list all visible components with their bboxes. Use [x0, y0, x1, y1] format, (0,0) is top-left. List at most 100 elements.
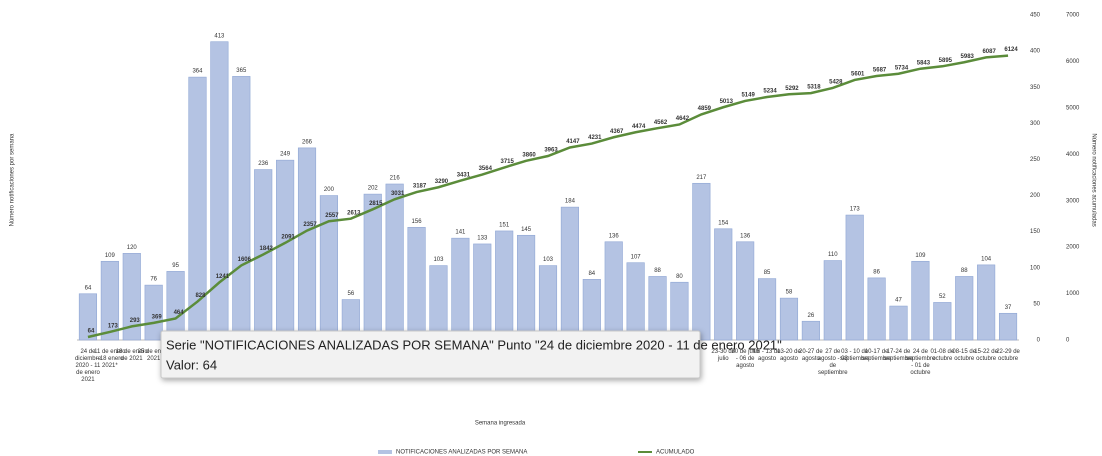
- x-axis-title: Semana ingresada: [475, 421, 526, 427]
- bar: [998, 312, 1018, 341]
- tooltip-line: Valor: 64: [166, 357, 217, 372]
- bar-value-label: 120: [127, 245, 138, 251]
- bar-value-label: 80: [676, 274, 683, 280]
- line-value-label: 173: [108, 324, 119, 330]
- line-value-label: 4147: [566, 139, 580, 145]
- bar-value-label: 145: [521, 227, 532, 233]
- bar: [232, 76, 251, 341]
- x-tick-label: 13-20 de agosto: [777, 349, 801, 362]
- bar-value-label: 76: [150, 277, 157, 283]
- x-tick-label: 17-24 de septiembre: [884, 349, 914, 362]
- bar: [977, 264, 996, 341]
- bar-value-label: 86: [873, 269, 880, 275]
- y2-tick-label: 2000: [1066, 245, 1080, 251]
- x-tick-label: 06 - 13 de agosto: [754, 349, 782, 362]
- legend-swatch: [378, 450, 392, 454]
- x-tick-label: 27 de agosto - 03 de septiembre: [818, 349, 849, 376]
- line-value-label: 5895: [939, 58, 953, 64]
- bar: [100, 260, 119, 341]
- x-tick-label: 22-29 de octubre: [996, 349, 1020, 362]
- bar-value-label: 413: [214, 33, 225, 39]
- y2-tick-label: 0: [1066, 338, 1070, 344]
- line-value-label: 2815: [369, 201, 383, 207]
- line-value-label: 369: [152, 314, 163, 320]
- bar-value-label: 109: [105, 253, 116, 259]
- bar: [823, 260, 842, 341]
- line-value-label: 5013: [720, 99, 734, 105]
- line-value-label: 5234: [763, 89, 777, 95]
- bar: [276, 159, 295, 341]
- bar-value-label: 200: [324, 187, 335, 193]
- bar: [626, 262, 645, 341]
- x-tick-label: 10-17 de septiembre: [862, 349, 892, 362]
- bar: [736, 241, 755, 341]
- bar: [560, 206, 579, 341]
- y-axis-title: Número notificaciones por semana: [10, 133, 16, 226]
- bar: [692, 182, 711, 341]
- line-value-label: 4474: [632, 124, 646, 130]
- bar-value-label: 88: [961, 268, 968, 274]
- tooltip-box: [160, 330, 701, 379]
- bar-value-label: 109: [915, 253, 926, 259]
- bar-value-label: 104: [981, 256, 992, 262]
- line-value-label: 5601: [851, 72, 865, 78]
- line-value-label: 3564: [479, 166, 493, 172]
- line-value-label: 3715: [501, 159, 515, 165]
- line-value-label: 2091: [281, 234, 295, 240]
- line-value-label: 5734: [895, 65, 909, 71]
- bar-value-label: 37: [1005, 305, 1012, 311]
- x-tick-label: 30 de julio - 06 de agosto: [731, 349, 759, 369]
- line-value-label: 3963: [544, 148, 558, 154]
- bar: [604, 241, 623, 341]
- bar-value-label: 154: [718, 220, 729, 226]
- line-value-label: 5292: [785, 86, 799, 92]
- x-tick-label: 24 de septiembre - 01 de octubre: [906, 349, 936, 376]
- line-value-label: 5149: [741, 93, 755, 99]
- bar-value-label: 84: [588, 271, 595, 277]
- bar-value-label: 365: [236, 68, 247, 74]
- line-value-label: 1606: [238, 257, 252, 263]
- bar-value-label: 52: [939, 294, 946, 300]
- bar-value-label: 133: [477, 236, 488, 242]
- y-tick-label: 200: [1030, 193, 1041, 199]
- bar: [779, 297, 799, 341]
- bar-value-label: 88: [654, 268, 661, 274]
- bar: [538, 265, 558, 341]
- bar-value-label: 173: [850, 207, 861, 213]
- line-value-label: 3431: [457, 172, 471, 178]
- line-value-label: 5843: [917, 60, 931, 66]
- legend-label: ACUMULADO: [656, 450, 695, 456]
- y-tick-label: 50: [1033, 301, 1040, 307]
- bar-value-label: 216: [390, 176, 401, 182]
- x-tick-label: 25 de enero 2021: [138, 349, 171, 362]
- y2-tick-label: 6000: [1066, 59, 1080, 65]
- bar: [648, 276, 667, 341]
- line-value-label: 464: [174, 310, 185, 316]
- line-value-label: 2613: [347, 210, 361, 216]
- bar-value-label: 249: [280, 152, 291, 158]
- y2-tick-label: 5000: [1066, 105, 1080, 111]
- bar: [210, 41, 229, 341]
- x-tick-label: 18 de enero de 2021: [116, 349, 149, 362]
- bar: [845, 214, 864, 341]
- x-tick-label: 01-08 de octubre: [930, 349, 954, 362]
- bar: [473, 243, 492, 341]
- bar: [889, 305, 908, 341]
- bar-value-label: 156: [412, 219, 423, 225]
- bar-value-label: 56: [347, 291, 354, 297]
- bar-value-label: 136: [740, 233, 751, 239]
- y-tick-label: 400: [1030, 49, 1041, 55]
- bar-value-label: 202: [368, 186, 379, 192]
- x-tick-label: 15-22 de octubre: [974, 349, 998, 362]
- line-value-label: 1842: [260, 246, 274, 252]
- bar: [714, 228, 733, 341]
- y2-tick-label: 1000: [1066, 291, 1080, 297]
- y2-tick-label: 4000: [1066, 152, 1080, 158]
- bar: [955, 276, 974, 341]
- line-value-label: 4367: [610, 129, 624, 135]
- bar-value-label: 58: [786, 290, 793, 296]
- line-value-label: 3187: [413, 184, 427, 190]
- y-tick-label: 450: [1030, 13, 1041, 19]
- bar: [911, 260, 930, 341]
